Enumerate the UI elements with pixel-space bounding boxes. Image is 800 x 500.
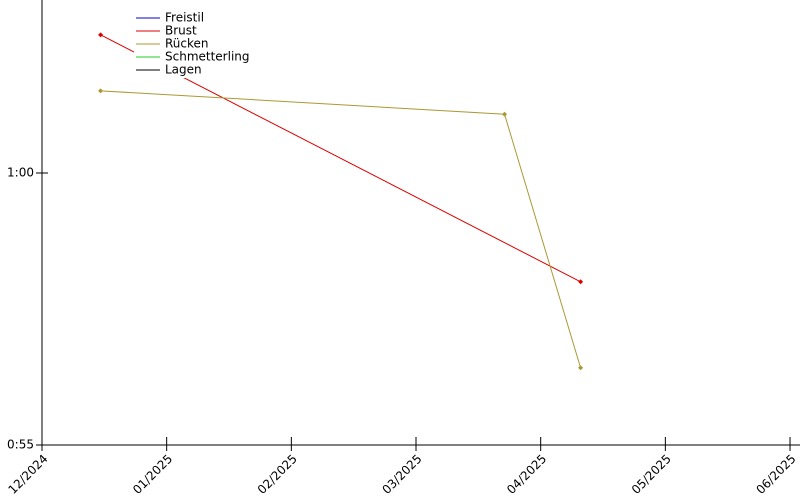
point [98, 32, 104, 38]
x-tick-label: 03/2025 [379, 452, 424, 497]
legend-label: Lagen [165, 63, 202, 77]
y-tick-label: 1:00 [7, 165, 34, 179]
legend-label: Schmetterling [165, 50, 250, 64]
x-tick-label: 06/2025 [753, 452, 798, 497]
x-tick-label: 04/2025 [504, 452, 549, 497]
y-tick-label: 0:55 [7, 438, 34, 452]
point [578, 279, 584, 285]
series-line [100, 90, 582, 368]
legend-label: Brust [165, 24, 197, 38]
legend-label: Rücken [165, 37, 209, 51]
legend-label: Freistil [165, 11, 204, 25]
x-tick-label: 02/2025 [255, 452, 300, 497]
x-tick-label: 01/2025 [130, 452, 175, 497]
point [578, 365, 584, 371]
x-tick-label: 05/2025 [629, 452, 674, 497]
point [502, 111, 508, 117]
point [98, 88, 104, 94]
x-tick-label: 12/2024 [5, 452, 50, 497]
